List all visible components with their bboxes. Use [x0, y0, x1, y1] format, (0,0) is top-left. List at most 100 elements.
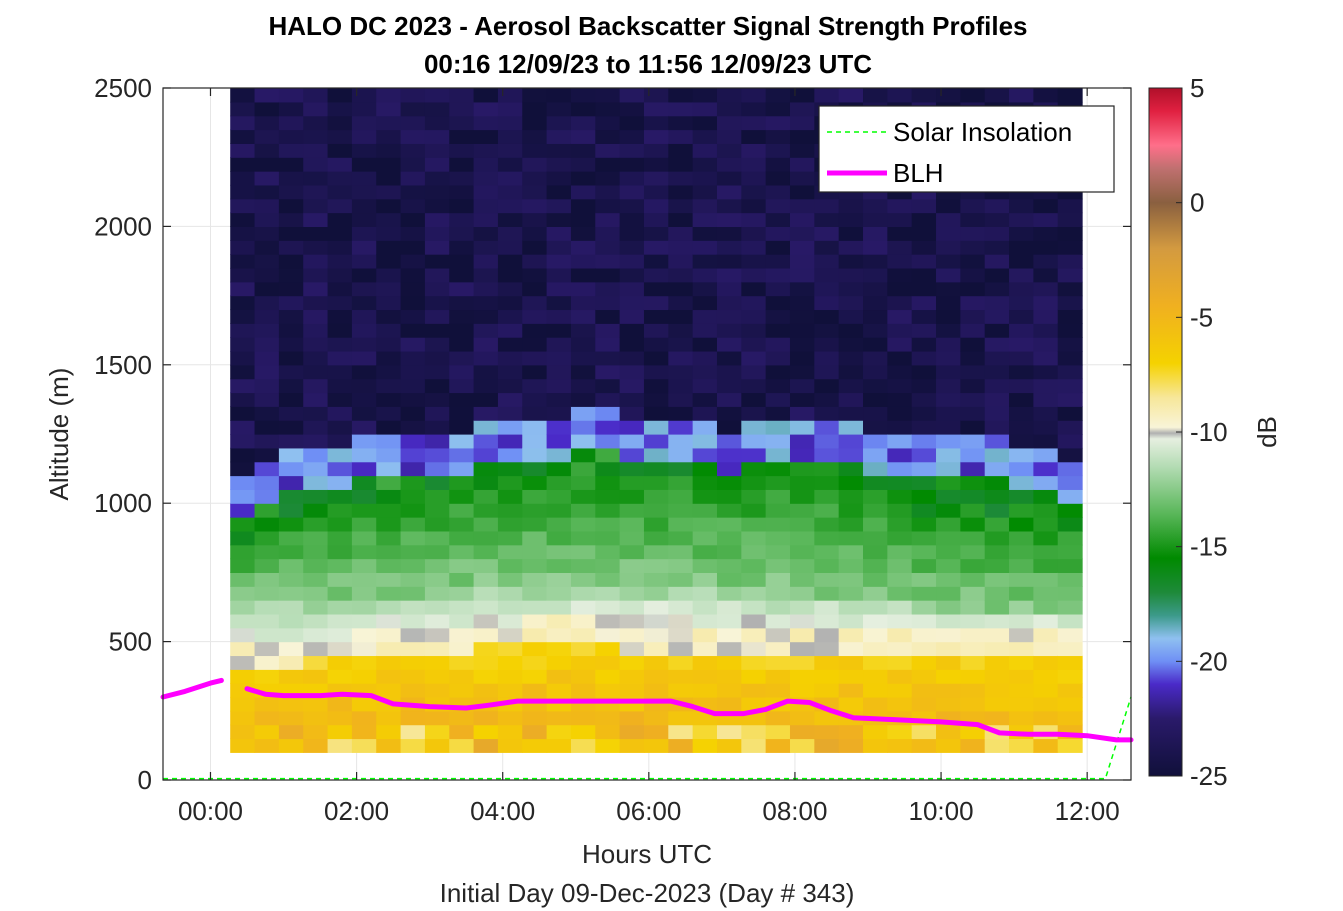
- heatmap-cell: [303, 323, 329, 338]
- heatmap-cell: [838, 295, 864, 311]
- heatmap-cell: [570, 254, 596, 269]
- heatmap-cell: [911, 586, 937, 601]
- heatmap-cell: [668, 337, 694, 352]
- heatmap-cell: [887, 600, 913, 615]
- heatmap-cell: [936, 309, 961, 324]
- heatmap-cell: [351, 364, 377, 380]
- heatmap-cell: [449, 489, 475, 504]
- heatmap-cell: [449, 295, 475, 311]
- heatmap-cell: [424, 738, 450, 753]
- heatmap-cell: [473, 724, 499, 740]
- heatmap-cell: [838, 558, 864, 573]
- heatmap-cell: [327, 420, 353, 435]
- heatmap-cell: [619, 530, 645, 546]
- heatmap-cell: [692, 572, 718, 587]
- heatmap-cell: [376, 724, 402, 740]
- heatmap-cell: [692, 447, 718, 463]
- heatmap-cell: [789, 88, 815, 103]
- heatmap-cell: [400, 586, 426, 601]
- heatmap-cell: [497, 323, 523, 338]
- heatmap-cell: [351, 392, 377, 407]
- heatmap-cell: [570, 198, 596, 214]
- heatmap-cell: [449, 337, 475, 352]
- heatmap-cell: [351, 420, 377, 435]
- heatmap-cell: [789, 683, 815, 698]
- heatmap-cell: [692, 281, 718, 297]
- heatmap-cell: [984, 738, 1010, 753]
- heatmap-cell: [449, 447, 475, 463]
- heatmap-cell: [668, 503, 694, 518]
- heatmap-cell: [984, 683, 1010, 698]
- heatmap-cell: [1057, 696, 1083, 712]
- heatmap-cell: [376, 503, 402, 518]
- heatmap-cell: [449, 724, 475, 740]
- heatmap-cell: [814, 378, 840, 394]
- heatmap-cell: [741, 434, 767, 449]
- heatmap-cell: [911, 724, 937, 740]
- heatmap-cell: [327, 600, 353, 615]
- heatmap-cell: [449, 171, 475, 186]
- heatmap-cell: [960, 309, 986, 324]
- heatmap-cell: [643, 295, 669, 311]
- heatmap-cell: [1057, 212, 1083, 227]
- heatmap-cell: [278, 641, 304, 657]
- heatmap-cell: [570, 392, 596, 407]
- heatmap-cell: [741, 240, 767, 255]
- heatmap-cell: [814, 226, 840, 241]
- heatmap-cell: [449, 517, 475, 532]
- heatmap-cell: [692, 434, 718, 449]
- heatmap-cell: [351, 406, 377, 421]
- heatmap-cell: [400, 254, 426, 269]
- heatmap-cell: [570, 184, 596, 200]
- heatmap-cell: [1009, 669, 1034, 684]
- heatmap-cell: [595, 406, 621, 421]
- heatmap-cell: [473, 669, 499, 684]
- colorbar-tick-label: 5: [1190, 73, 1204, 103]
- heatmap-cell: [960, 530, 986, 546]
- heatmap-cell: [741, 738, 767, 753]
- heatmap-cell: [400, 364, 426, 380]
- heatmap-cell: [497, 586, 523, 601]
- heatmap-cell: [278, 254, 304, 269]
- heatmap-cell: [936, 544, 961, 560]
- heatmap-cell: [497, 530, 523, 546]
- heatmap-cell: [1057, 710, 1083, 726]
- heatmap-cell: [546, 143, 572, 158]
- heatmap-cell: [1033, 489, 1059, 504]
- heatmap-cell: [619, 281, 645, 297]
- heatmap-cell: [278, 226, 304, 241]
- heatmap-cell: [887, 503, 913, 518]
- heatmap-cell: [351, 613, 377, 629]
- heatmap-cell: [887, 295, 913, 311]
- heatmap-cell: [546, 406, 572, 421]
- heatmap-cell: [400, 143, 426, 158]
- heatmap-cell: [473, 157, 499, 172]
- heatmap-cell: [278, 489, 304, 504]
- heatmap-cell: [254, 101, 280, 117]
- heatmap-cell: [595, 669, 621, 684]
- heatmap-cell: [619, 738, 645, 753]
- heatmap-cell: [400, 88, 426, 103]
- heatmap-cell: [668, 489, 694, 504]
- heatmap-cell: [351, 309, 377, 324]
- heatmap-cell: [424, 226, 450, 241]
- heatmap-cell: [1057, 517, 1083, 532]
- heatmap-cell: [814, 503, 840, 518]
- heatmap-cell: [327, 212, 353, 227]
- heatmap-cell: [522, 489, 548, 504]
- heatmap-cell: [327, 254, 353, 269]
- heatmap-cell: [449, 461, 475, 477]
- heatmap-cell: [449, 157, 475, 172]
- heatmap-cell: [887, 572, 913, 587]
- heatmap-cell: [619, 295, 645, 311]
- heatmap-cell: [716, 434, 742, 449]
- heatmap-cell: [936, 558, 961, 573]
- heatmap-cell: [400, 295, 426, 311]
- heatmap-cell: [838, 447, 864, 463]
- heatmap-cell: [230, 558, 256, 573]
- heatmap-cell: [376, 586, 402, 601]
- heatmap-cell: [230, 364, 256, 380]
- heatmap-cell: [741, 323, 767, 338]
- heatmap-cell: [327, 544, 353, 560]
- x-tick-label: 06:00: [616, 796, 681, 826]
